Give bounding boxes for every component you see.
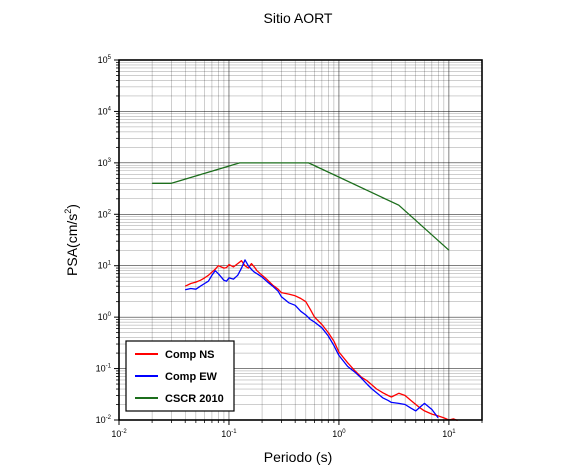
y-tick-label: 103 <box>98 158 112 168</box>
y-axis-title-exponent: 2 <box>63 209 73 214</box>
legend-label: CSCR 2010 <box>165 393 224 405</box>
series-line-cscr-2010 <box>152 162 450 251</box>
x-tick-label: 10-1 <box>221 429 237 439</box>
y-axis-ticks: 10-2 10-1 100 101 102 103 104 105 <box>96 55 119 425</box>
x-axis-ticks: 10-2 10-1 100 101 <box>111 420 483 439</box>
legend: Comp NS Comp EW CSCR 2010 <box>125 340 235 412</box>
x-tick-label: 10-2 <box>111 429 127 439</box>
y-axis-title: PSA(cm/s2) <box>63 204 80 276</box>
plot-frame <box>118 59 483 421</box>
y-tick-label: 10-2 <box>96 415 112 425</box>
x-tick-label: 101 <box>442 429 456 439</box>
series-line-comp-ns <box>184 260 458 422</box>
x-tick-label: 100 <box>332 429 346 439</box>
series-line-comp-ew <box>185 259 439 419</box>
legend-label: Comp EW <box>165 371 218 383</box>
chart-title: Sitio AORT <box>264 10 333 26</box>
y-tick-label: 101 <box>98 261 112 271</box>
y-tick-label: 102 <box>98 209 112 219</box>
y-axis-title-close: ) <box>64 204 80 209</box>
legend-label: Comp NS <box>165 349 215 361</box>
y-axis-title-text: PSA(cm/s <box>64 214 80 276</box>
y-tick-label: 10-1 <box>96 364 112 374</box>
y-tick-label: 105 <box>98 55 112 65</box>
y-tick-label: 100 <box>98 312 112 322</box>
series-layer <box>152 162 458 422</box>
x-axis-title: Periodo (s) <box>264 449 332 465</box>
y-tick-label: 104 <box>98 106 112 116</box>
